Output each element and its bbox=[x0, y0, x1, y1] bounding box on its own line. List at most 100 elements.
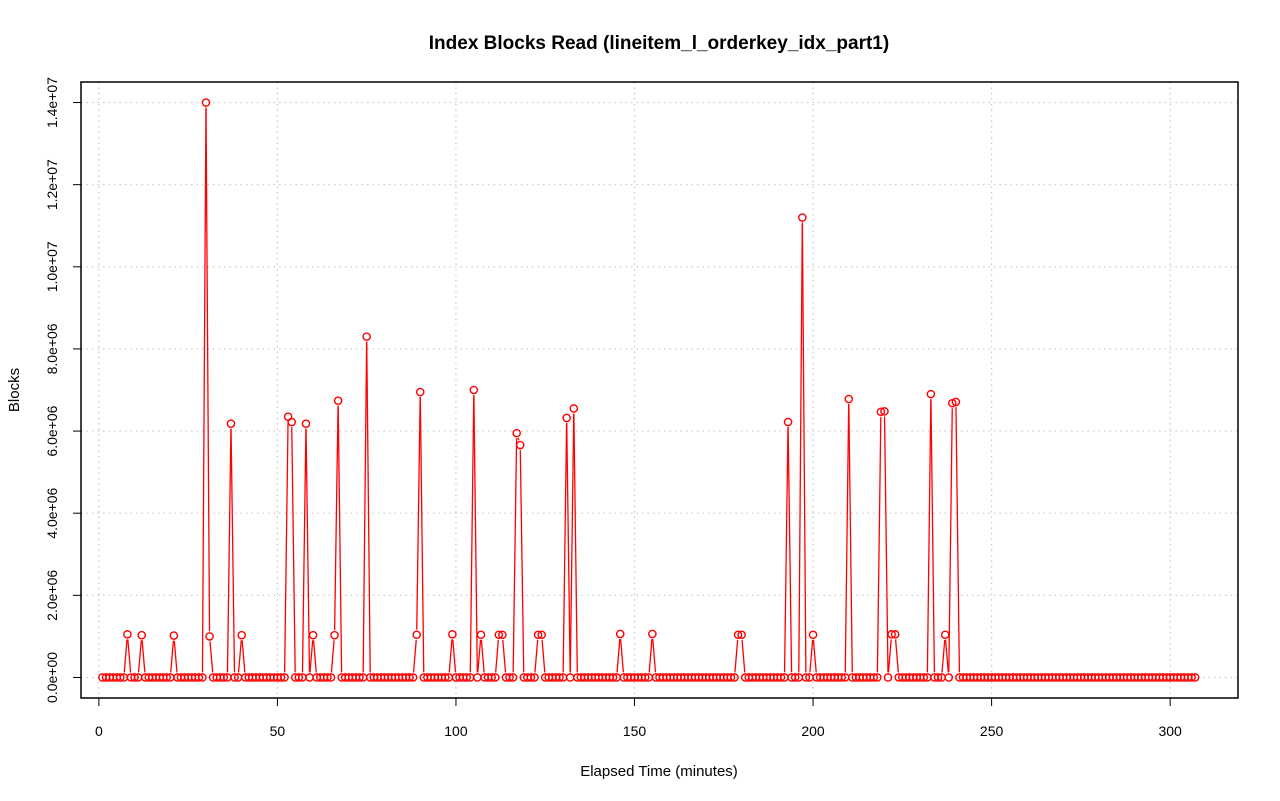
data-point bbox=[333, 396, 343, 405]
data-point bbox=[408, 673, 418, 682]
y-axis-label: Blocks bbox=[6, 368, 23, 412]
data-point bbox=[469, 385, 479, 395]
data-point bbox=[498, 630, 507, 640]
data-point bbox=[837, 673, 846, 682]
series-segment bbox=[480, 639, 485, 673]
x-axis-label: Elapsed Time (minutes) bbox=[580, 763, 738, 780]
data-point bbox=[462, 673, 471, 682]
series-segment bbox=[230, 428, 236, 673]
series-segment bbox=[562, 423, 568, 673]
data-point bbox=[890, 630, 900, 639]
data-point bbox=[565, 673, 575, 682]
series-segment bbox=[812, 639, 817, 673]
data-point bbox=[790, 673, 800, 682]
series-segment bbox=[541, 639, 546, 673]
data-point bbox=[237, 630, 246, 640]
series-blocks bbox=[98, 98, 1200, 682]
data-point bbox=[115, 673, 125, 682]
series-segment bbox=[330, 640, 335, 673]
y-tick-label: 2.0e+06 bbox=[44, 570, 60, 621]
y-tick-label: 4.0e+06 bbox=[44, 487, 60, 538]
data-point bbox=[783, 417, 793, 427]
data-point bbox=[944, 673, 954, 682]
series-segment bbox=[955, 407, 961, 673]
data-point bbox=[198, 673, 207, 682]
x-tick-label: 200 bbox=[801, 723, 825, 739]
data-point bbox=[512, 428, 521, 438]
data-point bbox=[487, 673, 496, 682]
series-segment bbox=[787, 427, 793, 673]
series-segment bbox=[205, 107, 211, 632]
data-point bbox=[530, 673, 539, 682]
series-segment bbox=[137, 640, 142, 673]
series-segment bbox=[512, 438, 518, 673]
x-axis: 0 50 100 150 200 250 300 bbox=[95, 697, 1182, 739]
series-segment bbox=[448, 639, 453, 673]
data-point bbox=[1190, 673, 1200, 682]
data-point bbox=[608, 673, 618, 682]
series-segment bbox=[783, 427, 789, 673]
data-point bbox=[801, 673, 811, 682]
data-point bbox=[301, 419, 311, 428]
series-segment bbox=[573, 413, 578, 673]
series-segment bbox=[416, 397, 421, 630]
series-segment bbox=[412, 639, 417, 673]
series-segment bbox=[201, 107, 207, 673]
data-point bbox=[276, 673, 286, 682]
series-segment bbox=[652, 638, 657, 673]
data-point bbox=[205, 632, 214, 641]
series-segment bbox=[534, 639, 539, 673]
series-segment bbox=[241, 640, 246, 673]
series-segment bbox=[798, 222, 803, 673]
data-point bbox=[562, 413, 571, 423]
data-point bbox=[876, 407, 886, 417]
data-point bbox=[219, 673, 229, 682]
data-point bbox=[323, 673, 332, 682]
data-point bbox=[330, 630, 339, 640]
data-point bbox=[505, 673, 514, 682]
x-tick-label: 300 bbox=[1158, 723, 1182, 739]
data-point bbox=[940, 630, 950, 640]
series-segment bbox=[495, 639, 500, 673]
data-point bbox=[294, 673, 304, 682]
series-segment bbox=[616, 638, 621, 673]
data-point bbox=[730, 673, 739, 682]
data-point bbox=[415, 387, 425, 397]
series-segment bbox=[452, 639, 457, 673]
series-segment bbox=[926, 399, 932, 673]
series-segment bbox=[948, 408, 953, 673]
data-point bbox=[355, 673, 364, 682]
data-point bbox=[733, 630, 743, 640]
series-segment bbox=[517, 437, 520, 441]
series-segment bbox=[173, 640, 178, 673]
series-segment bbox=[883, 416, 889, 673]
data-point bbox=[326, 673, 336, 682]
data-point bbox=[887, 630, 896, 639]
data-point bbox=[726, 673, 736, 682]
series-segment bbox=[848, 404, 853, 673]
series-segment bbox=[930, 399, 936, 673]
y-tick-label: 0.0e+00 bbox=[44, 652, 60, 703]
series-segment bbox=[291, 427, 296, 673]
data-point bbox=[951, 397, 961, 407]
data-point bbox=[648, 629, 657, 639]
data-point bbox=[798, 213, 807, 222]
data-point bbox=[880, 407, 889, 416]
series-segment bbox=[944, 639, 949, 673]
data-point bbox=[169, 631, 179, 640]
x-tick-label: 0 bbox=[95, 723, 103, 739]
data-point bbox=[515, 440, 525, 450]
data-point bbox=[555, 673, 564, 682]
x-tick-label: 100 bbox=[444, 723, 468, 739]
data-point bbox=[448, 630, 457, 639]
data-point bbox=[537, 630, 546, 640]
series-segment bbox=[801, 222, 807, 673]
x-tick-label: 150 bbox=[623, 723, 647, 739]
data-point bbox=[1187, 673, 1196, 682]
series-segment bbox=[469, 395, 475, 673]
data-point bbox=[533, 630, 543, 640]
data-point bbox=[494, 630, 504, 640]
data-point bbox=[405, 673, 414, 682]
data-point bbox=[919, 673, 929, 682]
series-segment bbox=[312, 640, 317, 673]
